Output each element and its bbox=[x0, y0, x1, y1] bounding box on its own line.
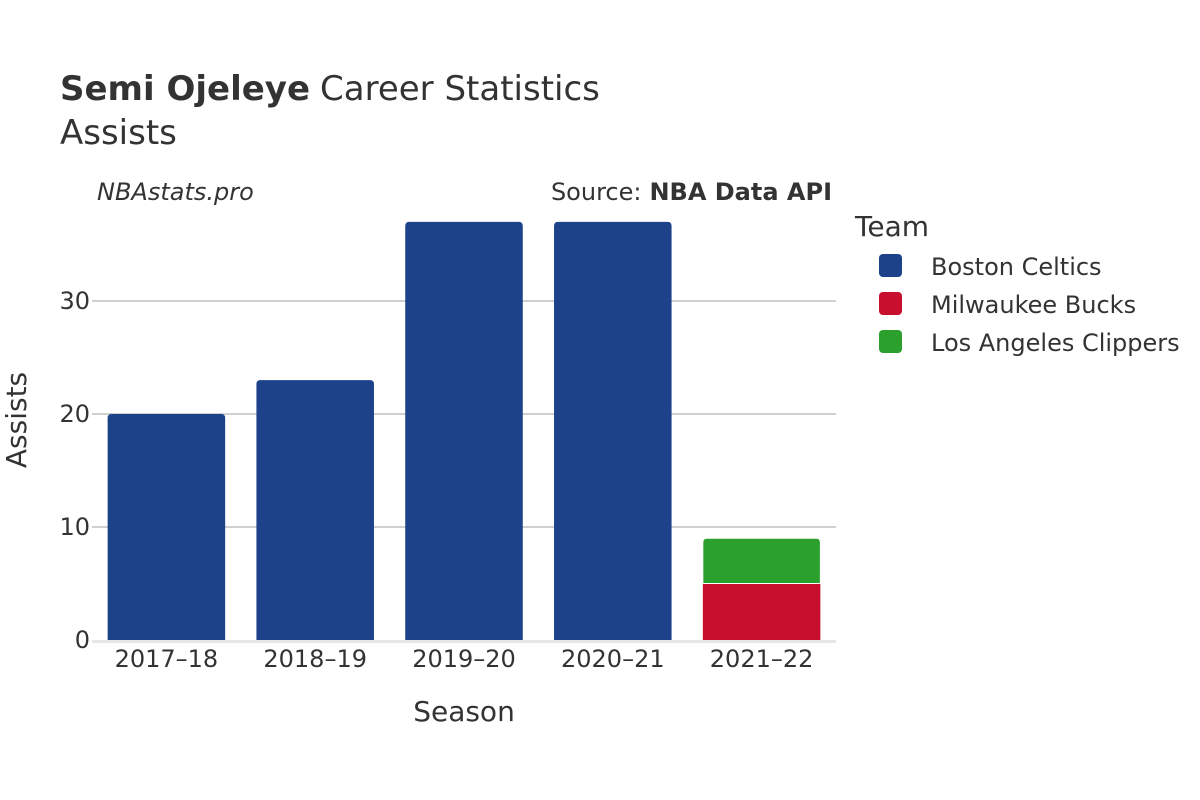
y-tick-label: 0 bbox=[75, 626, 90, 654]
legend-title: Team bbox=[854, 210, 929, 243]
chart-subtitle: Assists bbox=[60, 113, 177, 153]
x-tick-label: 2021–22 bbox=[710, 645, 814, 673]
y-axis-title: Assists bbox=[0, 372, 33, 468]
y-tick-label: 20 bbox=[59, 400, 90, 428]
source-credit: Source: NBA Data API bbox=[551, 178, 832, 206]
bars-layer bbox=[107, 221, 821, 641]
bar-milwaukee-bucks[interactable] bbox=[702, 583, 821, 641]
x-tick-label: 2017–18 bbox=[115, 645, 219, 673]
watermark: NBAstats.pro bbox=[97, 178, 254, 206]
bar-los-angeles-clippers[interactable] bbox=[702, 537, 821, 584]
legend: Team Boston Celtics Milwaukee Bucks Los An… bbox=[854, 210, 1180, 357]
source-label: Source: bbox=[551, 178, 642, 206]
legend-item-label[interactable]: Los Angeles Clippers bbox=[931, 329, 1180, 357]
bar-boston-celtics[interactable] bbox=[405, 221, 523, 640]
legend-swatch bbox=[879, 292, 902, 315]
x-tick-label: 2018–19 bbox=[263, 645, 367, 673]
x-axis-title: Season bbox=[413, 695, 515, 728]
bar-boston-celtics[interactable] bbox=[554, 221, 672, 640]
chart-title-player: Semi Ojeleye bbox=[60, 69, 310, 109]
bar-boston-celtics[interactable] bbox=[107, 414, 226, 640]
axis-layer: 0 10 20 30 2017–18 2018–19 2019–20 2020–21 2021–… bbox=[59, 287, 836, 673]
x-tick-label: 2020–21 bbox=[561, 645, 665, 673]
bar-boston-celtics[interactable] bbox=[256, 380, 374, 640]
legend-item-label[interactable]: Boston Celtics bbox=[931, 253, 1102, 281]
source-value: NBA Data API bbox=[649, 178, 832, 206]
legend-swatch bbox=[879, 254, 902, 277]
chart-title-rest: Career Statistics bbox=[320, 69, 600, 109]
y-tick-label: 10 bbox=[59, 513, 90, 541]
chart-title: Semi Ojeleye Career Statistics bbox=[60, 69, 600, 109]
x-tick-label: 2019–20 bbox=[412, 645, 516, 673]
y-tick-label: 30 bbox=[59, 287, 90, 315]
legend-swatch bbox=[879, 330, 902, 353]
legend-item-label[interactable]: Milwaukee Bucks bbox=[931, 291, 1136, 319]
